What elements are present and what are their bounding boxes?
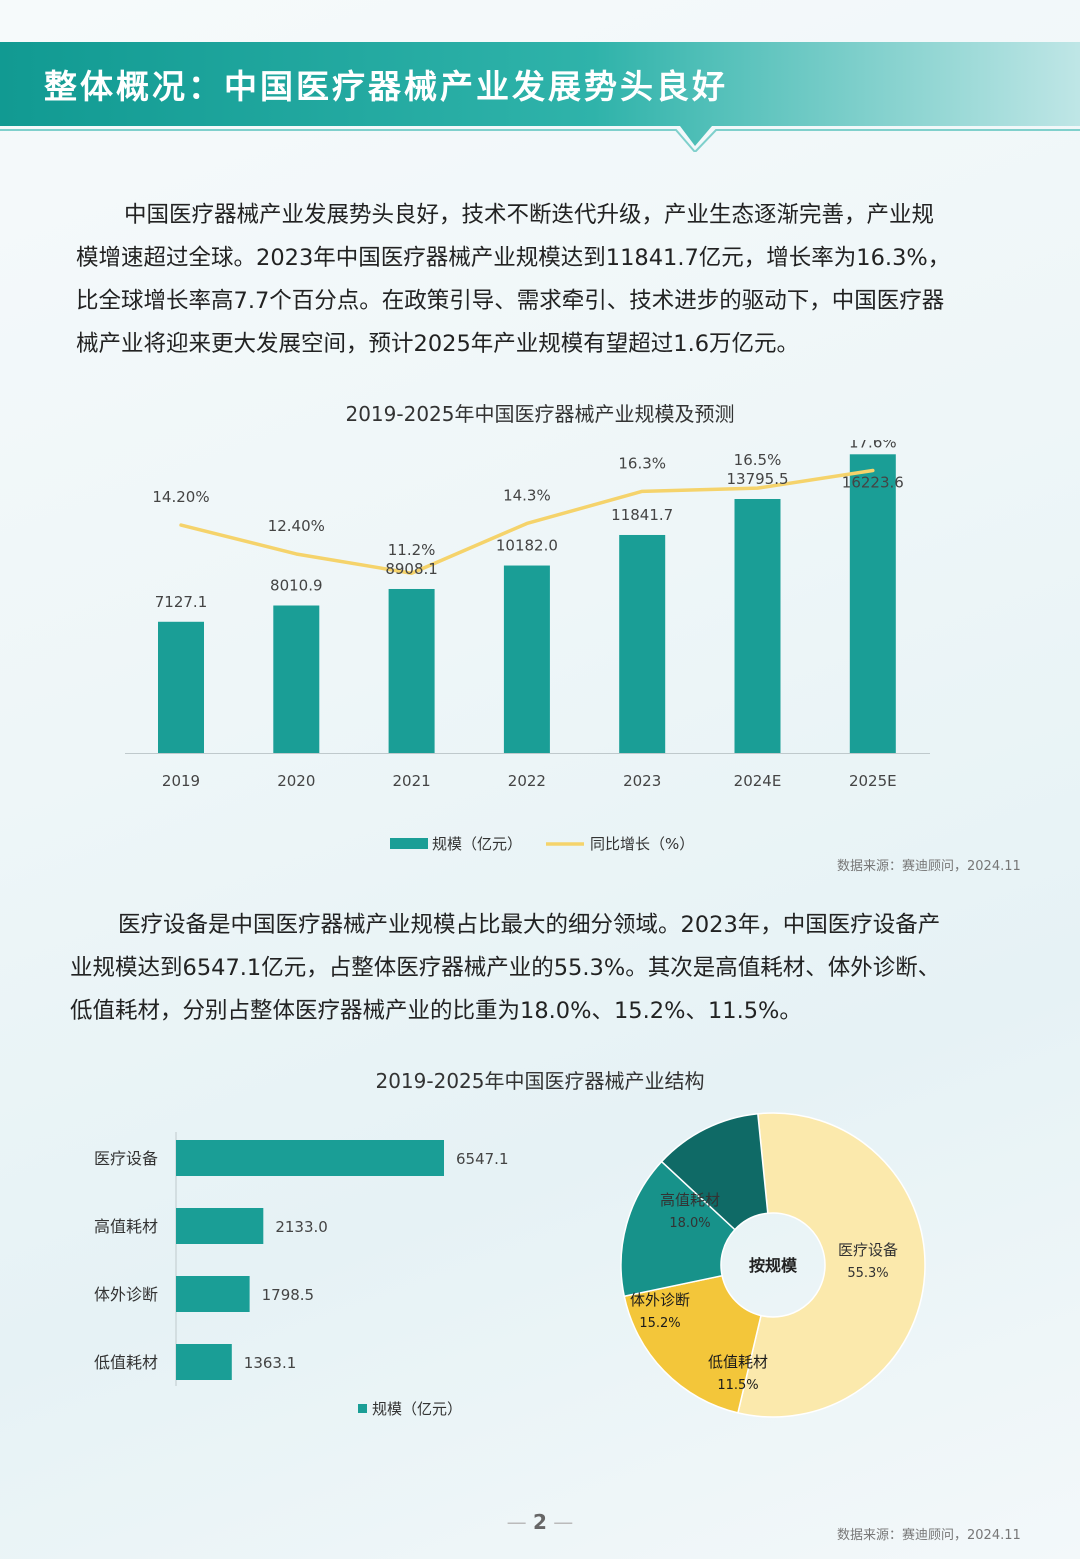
x-tick-label: 2019 — [162, 772, 200, 790]
pie-slice-name: 低值耗材 — [708, 1353, 768, 1371]
growth-value-label: 14.20% — [152, 488, 209, 506]
pie-slice-低值耗材 — [660, 1112, 769, 1231]
chart1-svg: 2019 2020 2021 2022 2023 2024E 2025E 7127.1 8010… — [125, 440, 930, 853]
category-label: 医疗设备 — [94, 1149, 158, 1168]
bar-value-label: 13795.5 — [726, 470, 788, 488]
source-note-2: 数据来源：赛迪顾问，2024.11 — [837, 1528, 1021, 1543]
pie-slice-name: 高值耗材 — [660, 1191, 720, 1209]
legend-label: 规模（亿元） — [372, 1400, 462, 1418]
chart1-title: 2019-2025年中国医疗器械产业规模及预测 — [345, 402, 735, 426]
hbar-value-label: 1363.1 — [244, 1354, 297, 1372]
x-tick-label: 2020 — [277, 772, 315, 790]
chart2-svg: 医疗设备 6547.1 高值耗材 2133.0 体外诊断 1798.5 低值耗材 1363.1… — [94, 1132, 509, 1418]
hbar-高值耗材 — [176, 1208, 264, 1244]
intro-paragraph: 中国医疗器械产业发展势头良好，技术不断迭代升级，产业生态逐渐完善，产业规 模增速… — [76, 194, 950, 366]
x-tick-label: 2023 — [623, 772, 661, 790]
bar-value-label: 8908.1 — [385, 560, 438, 578]
growth-value-label: 16.3% — [618, 454, 666, 472]
intro-line-3: 比全球增长率高7.7个百分点。在政策引导、需求牵引、技术进步的驱动下，中国医疗器 — [76, 288, 945, 314]
pie-slice-体外诊断 — [620, 1160, 736, 1298]
intro-line-2: 模增速超过全球。2023年中国医疗器械产业规模达到11841.7亿元，增长率为1… — [76, 245, 951, 271]
growth-value-label: 14.3% — [503, 486, 551, 504]
hbar-低值耗材 — [176, 1344, 232, 1380]
intro-line-4: 械产业将迎来更大发展空间，预计2025年产业规模有望超过1.6万亿元。 — [76, 331, 800, 357]
chart2-title: 2019-2025年中国医疗器械产业结构 — [375, 1069, 705, 1093]
bar-2019 — [158, 621, 204, 753]
x-tick-label: 2025E — [849, 772, 897, 790]
category-label: 低值耗材 — [94, 1353, 158, 1372]
pie-slice-高值耗材 — [623, 1274, 762, 1414]
bar-2022 — [503, 565, 550, 753]
bar-2023 — [619, 534, 666, 753]
growth-value-label: 17.6% — [849, 440, 897, 451]
bar-2021 — [388, 588, 435, 753]
structure-line-1: 医疗设备是中国医疗器械产业规模占比最大的细分领域。2023年，中国医疗设备产 — [118, 912, 941, 938]
bar-2024E — [734, 499, 781, 753]
source-note-1: 数据来源：赛迪顾问，2024.11 — [837, 859, 1021, 874]
bar-value-label: 16223.6 — [842, 473, 904, 491]
bar-value-label: 11841.7 — [611, 506, 673, 524]
x-tick-label: 2021 — [393, 772, 431, 790]
banner-shape — [0, 42, 1080, 152]
bar-value-label: 8010.9 — [270, 577, 323, 595]
chart3-svg: 医疗设备 55.3% 高值耗材 18.0% 体外诊断 15.2% 低值耗材 11.5% 按规模 — [620, 1112, 926, 1418]
hbar-医疗设备 — [176, 1140, 444, 1176]
legend-swatch-bar — [390, 838, 428, 849]
pie-slice-医疗设备 — [736, 1112, 926, 1418]
pie-slice-value: 15.2% — [639, 1316, 680, 1331]
growth-value-label: 11.2% — [388, 541, 436, 559]
legend-swatch — [358, 1404, 367, 1413]
hbar-value-label: 6547.1 — [456, 1150, 509, 1168]
growth-value-label: 12.40% — [268, 517, 325, 535]
bar-2025E — [849, 454, 896, 753]
category-label: 体外诊断 — [94, 1285, 158, 1304]
intro-line-1: 中国医疗器械产业发展势头良好，技术不断迭代升级，产业生态逐渐完善，产业规 — [124, 202, 935, 228]
pie-slice-value: 18.0% — [669, 1216, 710, 1231]
structure-line-2: 业规模达到6547.1亿元，占整体医疗器械产业的55.3%。其次是高值耗材、体外… — [70, 955, 941, 981]
hbar-value-label: 1798.5 — [262, 1286, 315, 1304]
bar-2020 — [273, 605, 320, 753]
hbar-value-label: 2133.0 — [275, 1218, 328, 1236]
structure-paragraph: 医疗设备是中国医疗器械产业规模占比最大的细分领域。2023年，中国医疗设备产 业… — [70, 904, 940, 1033]
header-banner: 整体概况：中国医疗器械产业发展势头良好 — [0, 42, 1080, 152]
hbar-体外诊断 — [176, 1276, 250, 1312]
x-tick-label: 2022 — [508, 772, 546, 790]
bar-value-label: 7127.1 — [155, 593, 208, 611]
page-number: — 2 — — [506, 1510, 574, 1534]
page-number-value: 2 — [533, 1510, 547, 1534]
pie-slice-value: 55.3% — [847, 1266, 888, 1281]
pie-slice-name: 医疗设备 — [838, 1241, 898, 1259]
growth-line — [179, 468, 875, 575]
page-title: 整体概况：中国医疗器械产业发展势头良好 — [44, 67, 728, 106]
pie-slice-name: 体外诊断 — [630, 1291, 690, 1309]
legend-label-bar: 规模（亿元） — [432, 835, 522, 853]
pie-slice-value: 11.5% — [717, 1378, 758, 1393]
legend-label-line: 同比增长（%） — [590, 835, 694, 853]
category-label: 高值耗材 — [94, 1217, 158, 1236]
bar-value-label: 10182.0 — [496, 537, 558, 555]
structure-line-3: 低值耗材，分别占整体医疗器械产业的比重为18.0%、15.2%、11.5%。 — [70, 998, 802, 1024]
growth-value-label: 16.5% — [734, 451, 782, 469]
donut-center-label: 按规模 — [749, 1256, 798, 1275]
x-tick-label: 2024E — [734, 772, 782, 790]
